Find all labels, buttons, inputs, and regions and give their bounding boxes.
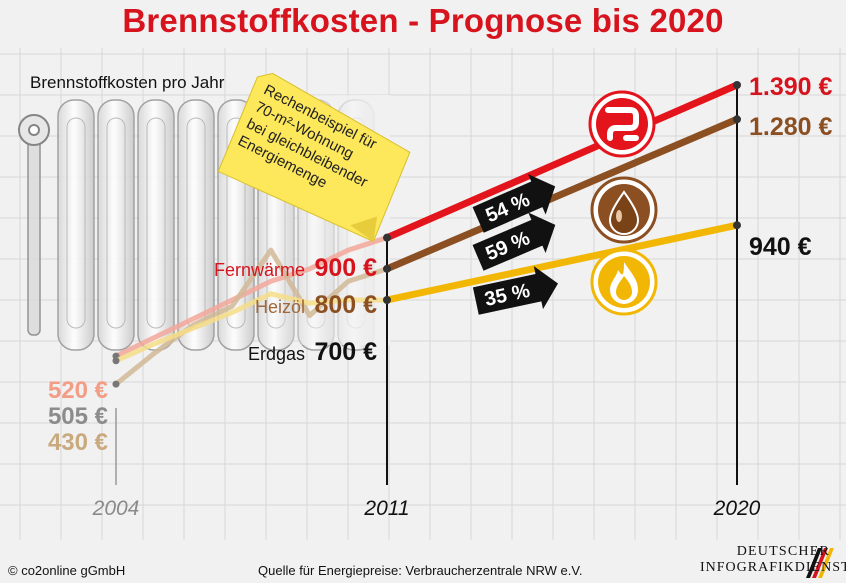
history-line-1 [114,247,388,387]
gas-flame-icon [590,248,658,316]
history-line-0 [114,235,388,359]
footer-source: Quelle für Energiepreise: Verbraucherzen… [258,563,583,578]
note-sticky: Rechenbeispiel für70-m²-Wohnungbei gleic… [217,72,411,243]
fuel-icons [588,90,658,316]
radiator-fin-inner [146,117,166,329]
radiator-fin-inner [106,117,126,329]
forecast-line-1 [383,115,741,273]
history-line-2 [114,291,387,364]
drop-highlight [616,210,622,222]
year-lines [115,82,738,485]
logo-flag-icon [806,548,834,578]
label-2004: 520 € [48,377,108,404]
footer-copyright: © co2online gGmbH [8,563,126,578]
radiator-fin [57,99,95,351]
label-2004: 505 € [48,403,108,430]
logo-line1: DEUTSCHER [736,544,830,559]
radiator-valve-center [28,124,40,136]
forecast-line-2 [383,221,741,304]
series-name: Heizöl [255,297,305,317]
point-2020 [733,115,741,124]
point-2020 [733,81,741,89]
forecast-lines [383,81,741,304]
arrow-shape [472,174,556,233]
logo-line2: INFOGRAFIKDIENST [700,560,846,575]
chart-subtitle: Brennstoffkosten pro Jahr [30,73,225,92]
x-tick-label: 2020 [713,497,761,520]
label-2011: 700 € [314,338,377,366]
label-2020: 1.280 € [749,113,833,141]
oil-drop-icon [590,176,658,244]
x-tick-label: 2004 [92,497,140,520]
point-2011 [383,264,391,273]
radiator-fin [97,99,135,351]
radiator-fin-inner [226,117,246,329]
pipe-icon [588,90,656,158]
series-name: Erdgas [248,344,305,364]
radiator-pipe [27,134,41,336]
series-name: Fernwärme [214,260,305,280]
arrow-shape [472,212,556,271]
flame-inner [616,276,632,300]
value-labels: 520 €505 €430 € Fernwärme 900 € Heizöl 800 €… [48,73,833,456]
x-tick-label: 2011 [363,497,409,520]
flag-stripe [806,548,822,578]
page-title: Brennstoffkosten - Prognose bis 2020 [122,2,724,39]
label-2011: 800 € [314,291,377,319]
increase-arrows: 54 %59 %35 % [472,174,558,315]
label-2004: 430 € [48,429,108,456]
drop-shape [608,190,640,235]
label-2020: 1.390 € [749,73,833,101]
history-lines [112,235,388,388]
forecast-line-0 [383,81,741,242]
label-2020: 940 € [749,233,812,261]
flag-stripe [818,548,834,578]
publisher-logo: DEUTSCHER INFOGRAFIKDIENST [700,544,846,580]
history-point-2004 [112,357,120,365]
x-axis-labels: 2004 2011 2020 [92,497,761,520]
icon-disc [596,98,648,150]
pipe-shape [605,107,639,141]
point-2020 [733,221,741,230]
arrow-shape [472,266,558,315]
history-point-2004 [112,380,120,388]
point-2011 [383,296,391,304]
point-2011 [383,233,391,242]
radiator-fin-inner [66,117,86,329]
flag-stripe [812,548,828,578]
radiator-fin [137,99,175,351]
label-2011: 900 € [314,254,377,282]
